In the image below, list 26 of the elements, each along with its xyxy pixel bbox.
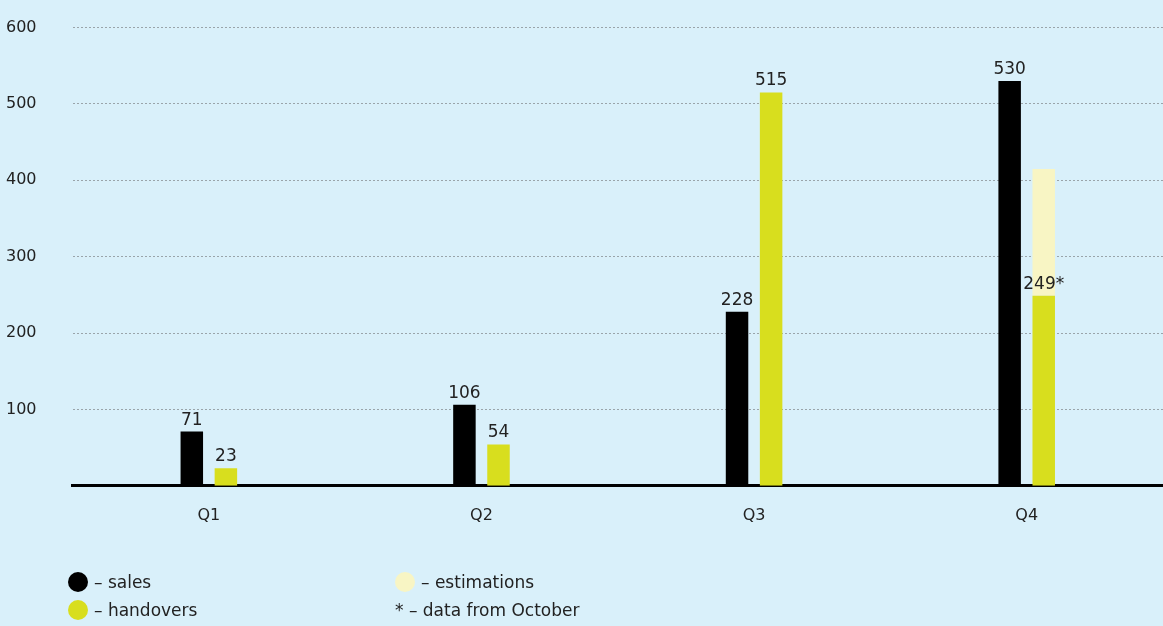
x-tick-label: Q3 [742, 504, 766, 524]
data-label: 515 [754, 69, 788, 90]
data-label: 530 [993, 57, 1026, 78]
x-tick-label: Q2 [470, 504, 493, 524]
data-label: 71 [180, 408, 203, 429]
x-tick-label: Q1 [197, 504, 221, 524]
legend-label: – estimations [421, 572, 535, 592]
data-label: 228 [720, 288, 754, 309]
y-tick-label: 600 [6, 16, 37, 36]
legend-label: – sales [94, 572, 152, 592]
bar [487, 444, 510, 486]
bar [759, 92, 783, 486]
bar [214, 468, 238, 486]
bar [1032, 295, 1055, 486]
data-label: 54 [487, 421, 510, 442]
y-tick-label: 500 [6, 93, 37, 113]
y-tick-label: 200 [6, 322, 37, 342]
y-tick-label: 100 [6, 398, 37, 418]
legend-label: – handovers [94, 600, 198, 620]
y-tick-label: 400 [6, 169, 37, 189]
data-label: 23 [215, 445, 237, 466]
y-tick-label: 300 [6, 245, 37, 265]
text: * – data from October [395, 599, 581, 622]
data-label: 249* [1023, 272, 1065, 293]
x-tick-label: Q4 [1015, 504, 1039, 524]
data-label: 106 [448, 381, 481, 402]
